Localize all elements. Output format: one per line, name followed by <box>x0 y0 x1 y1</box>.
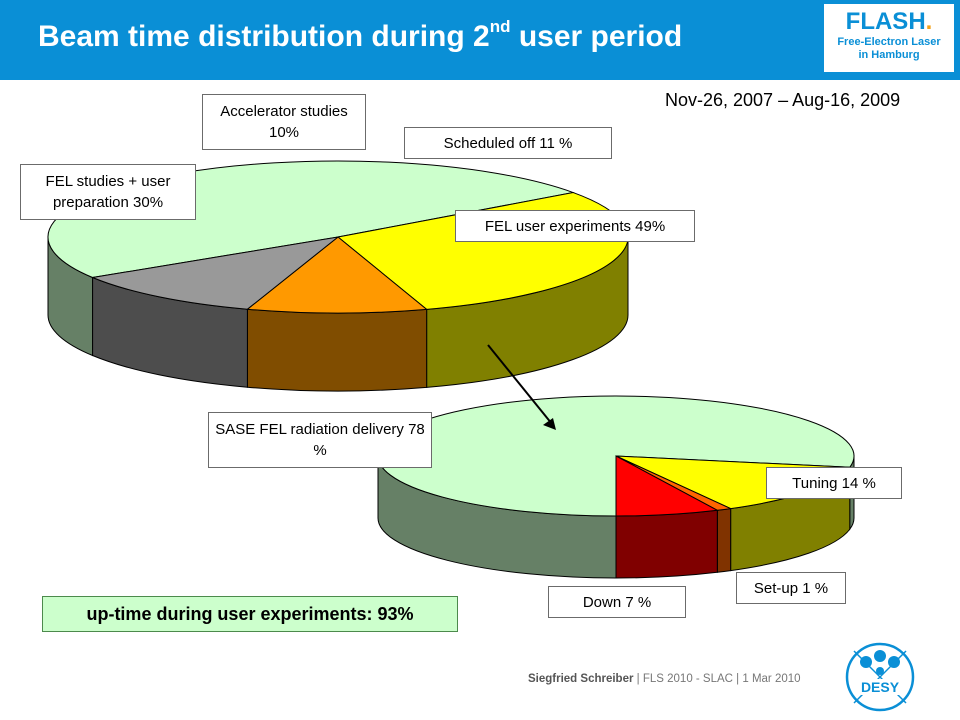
slice-label-fel-user-experiments: FEL user experiments 49% <box>455 210 695 242</box>
uptime-callout: up-time during user experiments: 93% <box>42 596 458 632</box>
slice-label-down: Down 7 % <box>548 586 686 618</box>
desy-logo-text: DESY <box>861 679 900 695</box>
page-title: Beam time distribution during 2nd user p… <box>38 17 683 53</box>
pie-slice <box>246 236 428 314</box>
pie-slice <box>615 455 719 517</box>
pie-side-wall <box>716 508 732 573</box>
slice-label-scheduled-off: Scheduled off 11 % <box>404 127 612 159</box>
slice-label-sase-delivery: SASE FEL radiation delivery 78 % <box>208 412 432 468</box>
slice-label-fel-studies: FEL studies + user preparation 30% <box>20 164 196 220</box>
desy-logo: DESY <box>845 642 915 712</box>
pie-side-wall <box>246 308 428 392</box>
flash-logo-line1: Free-Electron Laser <box>837 36 941 48</box>
slice-label-set-up: Set-up 1 % <box>736 572 846 604</box>
slice-label-tuning: Tuning 14 % <box>766 467 902 499</box>
date-range: Nov-26, 2007 – Aug-16, 2009 <box>665 90 901 110</box>
footer-text: Siegfried Schreiber | FLS 2010 - SLAC | … <box>528 673 801 685</box>
slice-label-accelerator-studies: Accelerator studies 10% <box>202 94 366 150</box>
pie-slice <box>90 236 340 310</box>
flash-logo: FLASH. Free-Electron Laser in Hamburg <box>822 2 956 74</box>
flash-logo-line2: in Hamburg <box>858 49 920 61</box>
pie-chart-user-experiments <box>377 395 855 579</box>
pie-side-wall <box>615 509 718 579</box>
connector-arrow-line <box>487 344 553 425</box>
header-bar: Beam time distribution during 2nd user p… <box>0 0 960 80</box>
flash-logo-word: FLASH. <box>845 8 933 35</box>
connector-arrow-head <box>543 418 556 430</box>
